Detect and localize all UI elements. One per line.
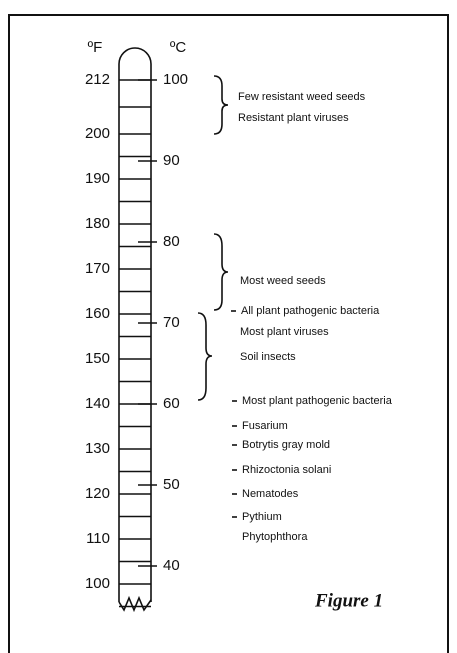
fahrenheit-label: 180 [85, 215, 110, 232]
fahrenheit-label: 110 [86, 530, 110, 547]
annotation: Phytophthora [242, 531, 308, 543]
fahrenheit-label: 190 [85, 170, 110, 187]
annotation: Fusarium [242, 420, 288, 432]
tube-break [118, 595, 152, 613]
celsius-unit: ºC [170, 39, 186, 56]
fahrenheit-label: 160 [85, 305, 110, 322]
celsius-label: 90 [163, 152, 180, 169]
celsius-label: 60 [163, 395, 180, 412]
annotation: Most weed seeds [240, 275, 326, 287]
annotation: Most plant viruses [240, 326, 329, 338]
annotation: All plant pathogenic bacteria [241, 305, 380, 317]
celsius-label: 70 [163, 314, 180, 331]
brace [213, 75, 229, 135]
annotation: Soil insects [240, 351, 296, 363]
fahrenheit-label: 120 [85, 485, 110, 502]
celsius-label: 100 [163, 71, 188, 88]
annotation: Rhizoctonia solani [242, 464, 331, 476]
annotation: Nematodes [242, 488, 299, 500]
brace [197, 312, 213, 401]
celsius-label: 80 [163, 233, 180, 250]
fahrenheit-label: 212 [85, 71, 110, 88]
annotation: Few resistant weed seeds [238, 91, 366, 103]
celsius-label: 40 [163, 557, 180, 574]
annotation: Resistant plant viruses [238, 112, 349, 124]
fahrenheit-label: 170 [85, 260, 110, 277]
brace [213, 233, 229, 311]
celsius-label: 50 [163, 476, 180, 493]
fahrenheit-label: 130 [85, 440, 110, 457]
annotation: Most plant pathogenic bacteria [242, 395, 393, 407]
fahrenheit-label: 140 [85, 395, 110, 412]
annotation: Botrytis gray mold [242, 439, 330, 451]
caption: Figure 1 [314, 590, 383, 611]
annotation: Pythium [242, 511, 282, 523]
fahrenheit-label: 200 [85, 125, 110, 142]
fahrenheit-label: 150 [85, 350, 110, 367]
thermometer-tube [118, 47, 152, 602]
frame [8, 14, 449, 653]
fahrenheit-unit: ºF [88, 39, 103, 56]
fahrenheit-label: 100 [85, 575, 110, 592]
